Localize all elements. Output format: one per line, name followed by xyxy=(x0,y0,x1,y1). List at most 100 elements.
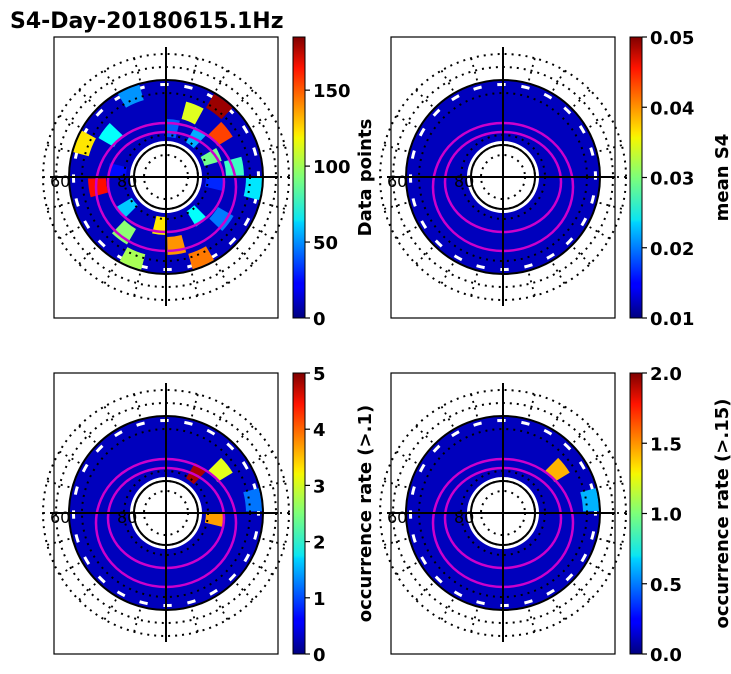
coverage-gap xyxy=(114,430,123,438)
coverage-gap xyxy=(409,174,413,183)
coverage-gap xyxy=(434,239,443,248)
colorbar-tick-label: 3 xyxy=(313,476,326,497)
coverage-gap xyxy=(410,150,416,159)
coverage-gap xyxy=(187,599,196,605)
coverage-gap xyxy=(500,267,509,272)
coverage-gap xyxy=(73,486,79,495)
polar-coverage xyxy=(406,79,600,274)
colorbar-tick-label: 0.05 xyxy=(650,28,694,49)
coverage-gap xyxy=(451,94,460,102)
coverage-gap xyxy=(209,588,218,596)
colorbar-tick-label: 0.03 xyxy=(650,169,694,190)
coverage-gap xyxy=(243,217,251,227)
coverage-gap xyxy=(578,125,586,134)
colorbar-tick-label: 0.0 xyxy=(650,645,682,666)
coverage-gap xyxy=(241,125,249,134)
colorbar-label: occurrence rate (>.15) xyxy=(712,399,731,629)
colorbar-tick-label: 0.01 xyxy=(650,309,694,330)
panel-occurrence-rate-01: 60 80 0 1 2 3 4 5 occurrence rate (>.1) xyxy=(41,364,376,666)
colorbar-tick-label: 150 xyxy=(313,81,351,102)
polar-coverage xyxy=(69,415,264,610)
coverage-gap xyxy=(497,418,506,423)
heatmap-bin xyxy=(209,207,234,232)
coverage-gap xyxy=(418,127,426,137)
heatmap-bin xyxy=(223,156,244,176)
coverage-gap xyxy=(95,444,104,453)
heatmap-bin xyxy=(181,101,204,125)
colorbar xyxy=(292,36,306,319)
colorbar-tick-label: 5 xyxy=(313,364,326,385)
coverage-gap xyxy=(420,556,428,565)
coverage-gap xyxy=(83,556,91,565)
coverage-gap xyxy=(543,92,553,100)
coverage-gap xyxy=(184,84,193,90)
coverage-gap xyxy=(418,463,426,473)
coverage-gap xyxy=(521,84,530,90)
coverage-gap xyxy=(473,421,482,427)
heatmap-bin xyxy=(580,488,599,512)
radial-label: 80 xyxy=(454,508,474,527)
colorbar-tick-label: 0.02 xyxy=(650,239,694,260)
coverage-gap xyxy=(589,147,595,156)
colorbar-label: mean S4 xyxy=(712,134,731,222)
colorbar-tick-label: 0 xyxy=(313,645,326,666)
coverage-gap xyxy=(473,85,482,91)
coverage-gap xyxy=(476,600,485,606)
heatmap-bin xyxy=(243,177,262,200)
coverage-gap xyxy=(578,461,586,470)
coverage-gap xyxy=(410,486,416,495)
radial-label: 80 xyxy=(117,172,137,191)
coverage-gap xyxy=(409,510,413,519)
heatmap-bin xyxy=(243,488,262,512)
heatmap-bin xyxy=(88,178,109,198)
colorbar-label: Data points xyxy=(355,119,376,237)
radial-label: 60 xyxy=(50,508,70,527)
colorbar-tick-label: 1.0 xyxy=(650,505,682,526)
coverage-gap xyxy=(136,421,145,427)
coverage-gap xyxy=(524,599,533,605)
colorbar-tick-label: 1.5 xyxy=(650,434,682,455)
coverage-gap xyxy=(524,263,533,269)
coverage-gap xyxy=(252,147,258,156)
coverage-gap xyxy=(590,195,596,204)
radial-label: 80 xyxy=(117,508,137,527)
coverage-gap xyxy=(580,553,588,563)
heatmap-bin xyxy=(204,177,224,191)
coverage-gap xyxy=(411,534,417,543)
colorbar xyxy=(629,372,643,655)
colorbar-tick-label: 2.0 xyxy=(650,364,682,385)
coverage-gap xyxy=(432,108,441,117)
heatmap-bin xyxy=(204,513,224,527)
heatmap-bin xyxy=(108,163,128,177)
coverage-gap xyxy=(163,603,172,608)
coverage-gap xyxy=(226,442,235,451)
coverage-gap xyxy=(546,252,555,260)
radial-label: 80 xyxy=(454,172,474,191)
heatmap-bin xyxy=(119,247,146,270)
figure-title: S4-Day-20180615.1Hz xyxy=(10,9,284,34)
colorbar-tick-label: 100 xyxy=(313,157,351,178)
coverage-gap xyxy=(163,267,172,271)
coverage-gap xyxy=(521,420,530,426)
coverage-gap xyxy=(546,588,555,596)
colorbar-tick-label: 2 xyxy=(313,533,326,554)
coverage-gap xyxy=(71,174,76,183)
coverage-gap xyxy=(543,428,553,436)
coverage-gap xyxy=(453,254,463,262)
coverage-gap xyxy=(184,420,193,426)
panel-occurrence-rate-015: 60 80 0.0 0.5 1.0 1.5 2.0 occurrence rate (>.15… xyxy=(378,364,731,666)
colorbar-tick-label: 50 xyxy=(313,233,338,254)
coverage-gap xyxy=(228,573,237,582)
coverage-gap xyxy=(160,83,169,87)
coverage-gap xyxy=(74,198,80,207)
coverage-gap xyxy=(97,239,106,248)
coverage-gap xyxy=(160,418,169,423)
panel-mean-s4: 60 80 0.01 0.02 0.03 0.04 0.05 mean S4 xyxy=(378,28,731,330)
coverage-gap xyxy=(411,198,417,207)
heatmap-bin xyxy=(118,84,144,108)
coverage-gap xyxy=(97,575,106,584)
coverage-gap xyxy=(590,531,596,540)
polar-coverage xyxy=(406,415,600,610)
coverage-gap xyxy=(116,590,126,598)
